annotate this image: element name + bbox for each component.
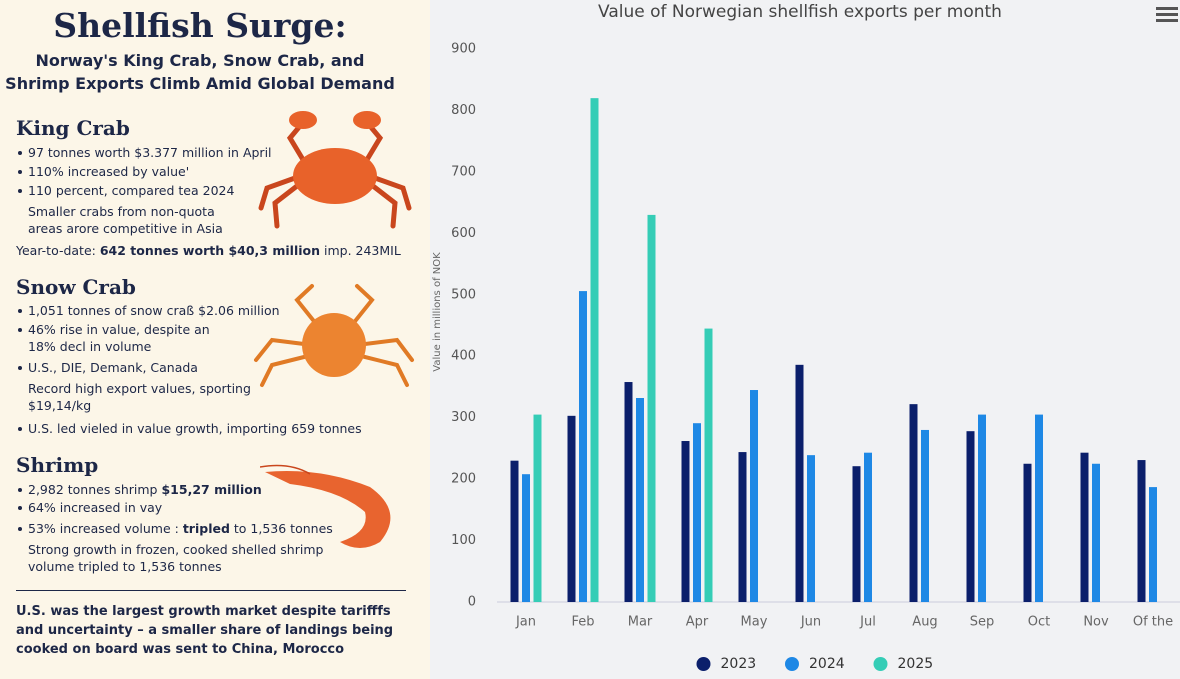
bullet: 64% increased in vay — [17, 500, 163, 515]
bar — [1092, 463, 1100, 602]
y-tick-label: 500 — [451, 287, 476, 302]
snow-crab-icon — [254, 284, 414, 387]
legend-swatch — [785, 657, 799, 671]
y-tick-label: 800 — [451, 103, 476, 118]
x-tick-label: Aug — [912, 615, 937, 630]
note: Strong growth in frozen, cooked shelled … — [28, 542, 324, 574]
bullet: 1,051 tonnes of snow craß $2.06 million — [18, 303, 280, 318]
bar — [966, 431, 975, 602]
bar — [978, 414, 986, 602]
bar — [704, 328, 713, 602]
bar — [647, 214, 656, 602]
y-tick-label: 300 — [451, 410, 476, 425]
menu-bar — [1156, 7, 1178, 10]
y-tick-label: 100 — [451, 533, 476, 548]
shrimp-icon — [260, 464, 391, 548]
section-heading: Shrimp — [16, 453, 99, 477]
bar — [1035, 414, 1043, 602]
x-tick-label: Oct — [1028, 615, 1050, 630]
legend-label: 2025 — [898, 656, 934, 672]
x-tick-label: Of the — [1133, 615, 1173, 630]
text: imp. 243MIL — [324, 243, 401, 258]
x-tick-label: Sep — [970, 615, 995, 630]
menu-button[interactable] — [1156, 7, 1178, 22]
legend-label: 2024 — [809, 656, 845, 672]
text: tripled — [182, 521, 230, 536]
chart-title: Value of Norwegian shellfish exports per… — [598, 2, 1002, 22]
x-tick-label: Apr — [686, 615, 709, 630]
text: Year-to-date: — [16, 243, 96, 258]
bar — [624, 382, 633, 602]
bar — [636, 398, 644, 602]
text: 53% increased volume : — [28, 521, 179, 536]
bar — [1137, 460, 1146, 602]
menu-bar — [1156, 19, 1178, 22]
bar — [579, 291, 587, 602]
bullet: 53% increased volume : tripled to 1,536 … — [18, 520, 333, 537]
bar — [1080, 452, 1089, 602]
note: Smaller crabs from non-quota areas arore… — [28, 204, 223, 236]
y-tick-label: 400 — [451, 349, 476, 364]
bar — [522, 474, 530, 602]
bullet: U.S. led vieled in value growth, importi… — [18, 421, 362, 436]
info-panel: Shellfish Surge: Norway's King Crab, Sno… — [0, 0, 430, 679]
x-tick-label: Jun — [800, 615, 821, 630]
legend-swatch — [696, 657, 711, 671]
bullet: 97 tonnes worth $3.377 million in April — [18, 145, 272, 160]
text: 642 tonnes worth $40,3 million — [99, 243, 321, 258]
bar — [750, 390, 758, 602]
bullet: U.S., DIE, Demank, Canada — [18, 360, 198, 375]
y-tick-label: 700 — [451, 164, 476, 179]
text: $15,27 million — [161, 482, 262, 497]
subtitle: Norway's King Crab, Snow Crab, and — [35, 51, 365, 70]
year-to-date: Year-to-date: 642 tonnes worth $40,3 mil… — [16, 242, 416, 259]
x-tick-label: Nov — [1083, 615, 1109, 630]
menu-bar — [1156, 13, 1178, 16]
bar — [590, 98, 599, 603]
y-tick-label: 600 — [451, 226, 476, 241]
x-tick-label: Feb — [571, 615, 594, 630]
bar — [567, 415, 576, 602]
x-tick-label: Mar — [628, 615, 653, 630]
legend-swatch — [873, 657, 888, 671]
bar — [807, 455, 815, 602]
bar — [909, 404, 918, 602]
subtitle: Shrimp Exports Climb Amid Global Demand — [5, 74, 395, 93]
bar — [681, 441, 690, 602]
bar — [1023, 463, 1032, 602]
bar — [693, 423, 701, 602]
section-heading: King Crab — [16, 116, 130, 140]
bar — [1149, 487, 1157, 602]
bullet: 2,982 tonnes shrimp $15,27 million — [18, 481, 262, 498]
y-tick-label: 0 — [468, 595, 476, 610]
y-axis-title: Value in millions of NOK — [432, 252, 443, 372]
y-tick-label: 200 — [451, 472, 476, 487]
text: to 1,536 tonnes — [233, 521, 333, 536]
x-tick-label: Jul — [859, 615, 876, 630]
bar — [852, 466, 861, 602]
text: 2,982 tonnes shrimp — [28, 482, 158, 497]
chart: Value of Norwegian shellfish exports per… — [430, 0, 1180, 679]
bar — [510, 460, 519, 602]
bullet: 110% increased by value' — [17, 164, 190, 179]
footer: U.S. was the largest growth market despi… — [16, 604, 394, 657]
bullet: 46% rise in value, despite an 18% decl i… — [18, 321, 228, 355]
legend-label: 2023 — [721, 656, 757, 672]
bar — [864, 452, 872, 602]
x-tick-label: Jan — [515, 615, 536, 630]
bar — [533, 414, 542, 602]
bullet: 110 percent, compared tea 2024 — [17, 183, 235, 198]
bar — [738, 452, 747, 602]
title: Shellfish Surge: — [53, 6, 347, 45]
king-crab-icon — [258, 111, 412, 229]
y-tick-label: 900 — [451, 42, 476, 57]
x-tick-label: May — [741, 615, 768, 630]
section-heading: Snow Crab — [16, 275, 136, 299]
bar — [921, 429, 929, 602]
bar — [795, 364, 804, 602]
separator — [16, 590, 406, 591]
note: Record high export values, sporting $19,… — [28, 381, 251, 413]
